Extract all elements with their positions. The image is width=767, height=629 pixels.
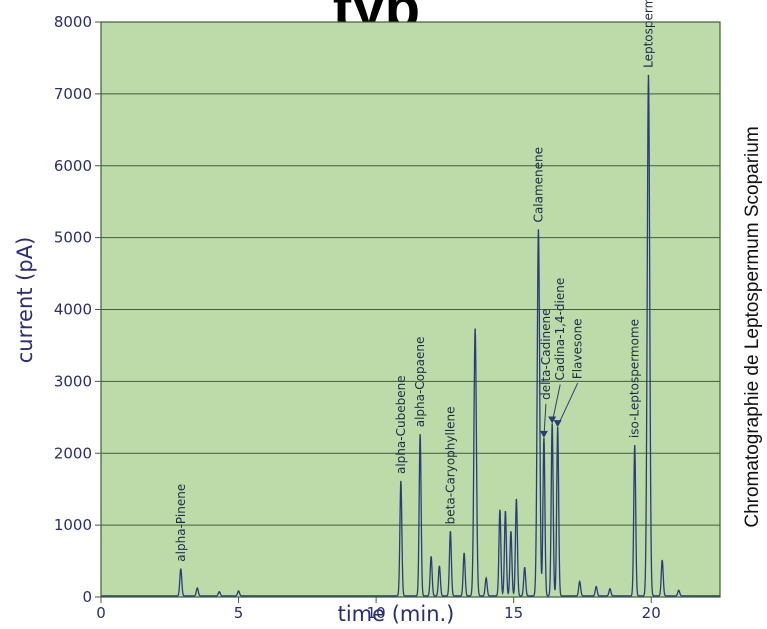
chromatogram-trace [101,74,720,597]
peak-point [196,588,199,590]
y-axis-title: current (pA) [13,237,37,364]
y-tick-label: 2000 [54,444,92,462]
y-tick-label: 3000 [54,372,92,390]
peak-point [661,560,664,562]
x-tick-label: 0 [96,604,106,622]
y-tick-label: 8000 [54,13,92,31]
peak-annotation-arrowhead [548,416,557,424]
peak-point [595,586,597,589]
peak-label: alpha-Copaene [413,337,427,428]
peak-point [523,567,526,570]
peak-label: Leptospermome [641,0,655,68]
tick-labels: 0 1000 2000 3000 4000 5000 6000 7000 8000 0 5 10 15 2… [54,13,661,622]
peak-point [463,553,465,555]
peak-label: alpha-Pinene [174,484,188,562]
y-tick-label: 6000 [54,157,92,175]
peak-label: iso-Leptospermome [628,319,642,438]
peak-point [510,531,512,534]
peak-point [551,423,553,426]
peak-point [237,591,240,593]
plot-frame [100,21,721,598]
peak-annotation-arrowhead [553,420,562,428]
peak-point [677,590,680,593]
peak-label: delta-Cadinene [539,308,553,399]
peak-annotation-arrowhead [539,430,548,438]
peak-point [578,581,581,584]
peak-label: alpha-Cubebene [394,375,408,474]
peak-labels: alpha-Pinene alpha-Cubebene alpha-Copaene b… [174,0,656,562]
peak-label: Calamenene [531,147,545,222]
peak-point [609,589,611,591]
y-tick-label: 0 [82,588,92,606]
y-tick-label: 1000 [54,516,92,534]
peak-point [430,556,432,559]
y-tick-label: 4000 [54,301,92,319]
x-tick-label: 10 [367,604,386,622]
peak-point [419,434,421,437]
peak-point [218,591,221,594]
peak-point [474,328,476,331]
peak-point [647,75,650,77]
x-tick-label: 20 [642,604,661,622]
peak-point [449,531,452,534]
peak-point [499,509,501,512]
peak-annotation-arrow [551,384,561,423]
peak-label: Flavesone [571,318,585,379]
peak-point [543,438,545,440]
peak-annotation-arrow [557,382,579,427]
y-tick-label: 5000 [54,229,92,247]
peak-point [438,566,441,568]
peak-point [515,499,518,501]
peak-point [179,568,182,571]
x-tick-label: 5 [234,604,244,622]
grid-lines [101,93,720,526]
x-tick-label: 15 [504,604,523,622]
peak-point [485,578,487,580]
x-axis-title: time (min.) [338,602,455,626]
peak-point [556,427,559,429]
peak-label: beta-Caryophyllene [443,406,457,524]
peak-point [537,229,540,232]
side-title: Chromatographie de Leptospermum Scopariu… [742,126,763,527]
peak-point [400,481,402,483]
peak-point [633,445,636,447]
peak-point [504,511,507,513]
y-tick-label: 7000 [54,85,92,103]
trace-layer [101,74,720,597]
peak-label: Cadina-1,4-diene [553,278,567,381]
